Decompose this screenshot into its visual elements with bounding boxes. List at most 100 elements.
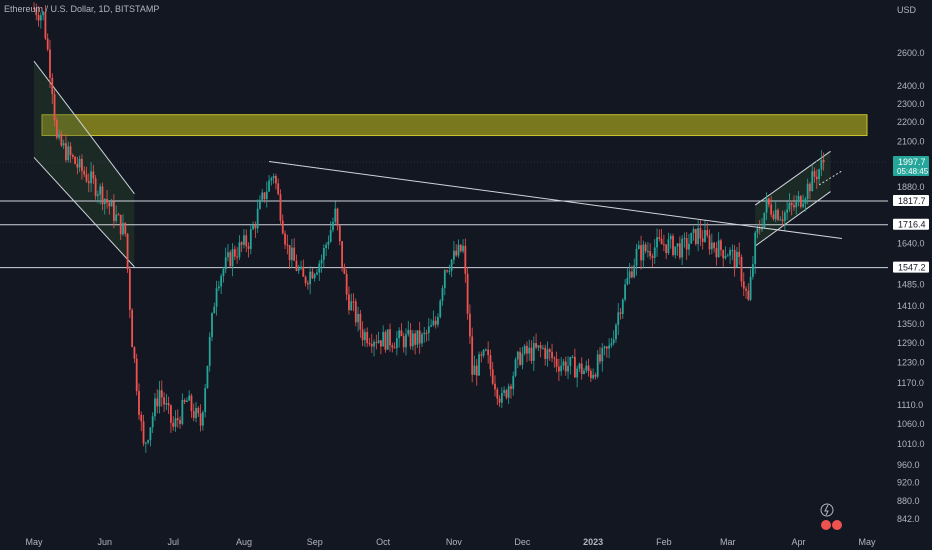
candle-up <box>181 400 184 424</box>
candle-down <box>236 256 239 258</box>
candle-up <box>482 350 485 356</box>
price-badge-label: 1716.4 <box>898 220 926 230</box>
candle-down <box>179 420 181 424</box>
candle-down <box>733 250 736 268</box>
candle-down <box>815 176 818 180</box>
candle-up <box>612 339 615 344</box>
candle-down <box>131 309 134 348</box>
candle-up <box>103 198 106 205</box>
candle-up <box>290 247 293 261</box>
candle-up <box>213 306 216 314</box>
candle-down <box>409 330 412 347</box>
candle-up <box>252 225 254 230</box>
time-tick-label: Oct <box>376 537 391 547</box>
price-axis[interactable]: USD 2600.0 2400.0 2300.0 2200.0 2100.0 1880.0… <box>897 5 925 524</box>
candle-up <box>624 284 626 300</box>
price-tick-label: 2300.0 <box>897 99 925 109</box>
candle-down <box>777 209 779 220</box>
candle-up <box>617 312 620 325</box>
candle-up <box>377 340 380 343</box>
candle-up <box>653 247 656 258</box>
candle-up <box>222 269 225 277</box>
candle-down <box>375 342 378 344</box>
candle-down <box>706 230 709 236</box>
price-tick-label: 1230.0 <box>897 357 925 367</box>
candle-up <box>259 199 261 209</box>
candle-up <box>238 242 241 258</box>
candle-up <box>99 186 102 195</box>
candle-down <box>640 245 642 261</box>
time-tick-label: Feb <box>656 537 672 547</box>
candle-down <box>190 395 193 412</box>
level-price-badge <box>893 195 929 207</box>
candle-down <box>74 156 76 164</box>
candle-down <box>605 346 608 349</box>
candle-up <box>174 418 177 427</box>
time-tick-label: Dec <box>514 537 531 547</box>
candle-up <box>78 158 81 168</box>
candle-down <box>715 248 718 258</box>
candle-up <box>795 200 798 208</box>
candle-down <box>379 340 382 347</box>
candle-up <box>297 268 300 271</box>
candle-up <box>206 365 209 389</box>
candle-up <box>537 345 540 348</box>
candle-down <box>535 343 537 348</box>
candle-up <box>621 299 624 314</box>
candle-down <box>306 283 309 285</box>
candle-up <box>596 354 599 377</box>
candle-down <box>69 146 72 155</box>
candle-down <box>558 366 560 372</box>
price-tick-label: 960.0 <box>897 460 920 470</box>
candle-up <box>437 317 439 325</box>
candle-down <box>400 330 403 337</box>
candle-down <box>55 120 58 138</box>
candle-up <box>115 214 118 221</box>
lightning-bolt-icon <box>824 504 829 516</box>
descending-channel-lower-line <box>33 157 135 268</box>
candle-down <box>133 347 136 359</box>
candle-up <box>149 427 152 441</box>
time-axis[interactable]: May Jun Jul Aug Sep Oct Nov Dec 2023 Feb Mar Apr May <box>25 537 876 547</box>
candle-up <box>407 330 410 335</box>
event-flag-icon[interactable] <box>821 520 831 530</box>
candle-down <box>85 174 88 182</box>
candle-down <box>402 336 405 348</box>
candle-up <box>751 264 754 277</box>
candle-up <box>316 272 318 275</box>
candle-down <box>644 244 647 252</box>
ascending-channel-upper-line <box>754 150 831 206</box>
candle-up <box>726 255 729 257</box>
candle-up <box>39 15 42 21</box>
candle-up <box>774 209 777 220</box>
candle-down <box>651 256 654 258</box>
candle-up <box>386 329 389 350</box>
candle-up <box>626 277 629 285</box>
candle-up <box>320 259 323 264</box>
candle-up <box>373 342 375 347</box>
candle-down <box>336 208 339 226</box>
candle-down <box>662 244 665 246</box>
candle-up <box>542 347 544 349</box>
candle-up <box>439 300 442 318</box>
price-tick-label: 1170.0 <box>897 378 924 388</box>
candle-down <box>464 245 467 274</box>
event-flag-icon[interactable] <box>832 520 842 530</box>
candle-down <box>455 250 458 256</box>
candle-up <box>592 374 595 379</box>
candle-down <box>366 332 369 344</box>
candle-down <box>551 351 553 358</box>
candle-up <box>441 288 444 301</box>
candle-down <box>233 249 236 257</box>
lightning-icon[interactable] <box>820 503 834 517</box>
candle-up <box>313 274 316 279</box>
candle-down <box>553 357 556 359</box>
candle-up <box>802 203 804 207</box>
candle-down <box>564 361 567 372</box>
candle-down <box>587 365 590 371</box>
price-tick-label: 2200.0 <box>897 117 925 127</box>
alert-icons[interactable] <box>820 503 842 530</box>
candle-up <box>309 271 312 285</box>
